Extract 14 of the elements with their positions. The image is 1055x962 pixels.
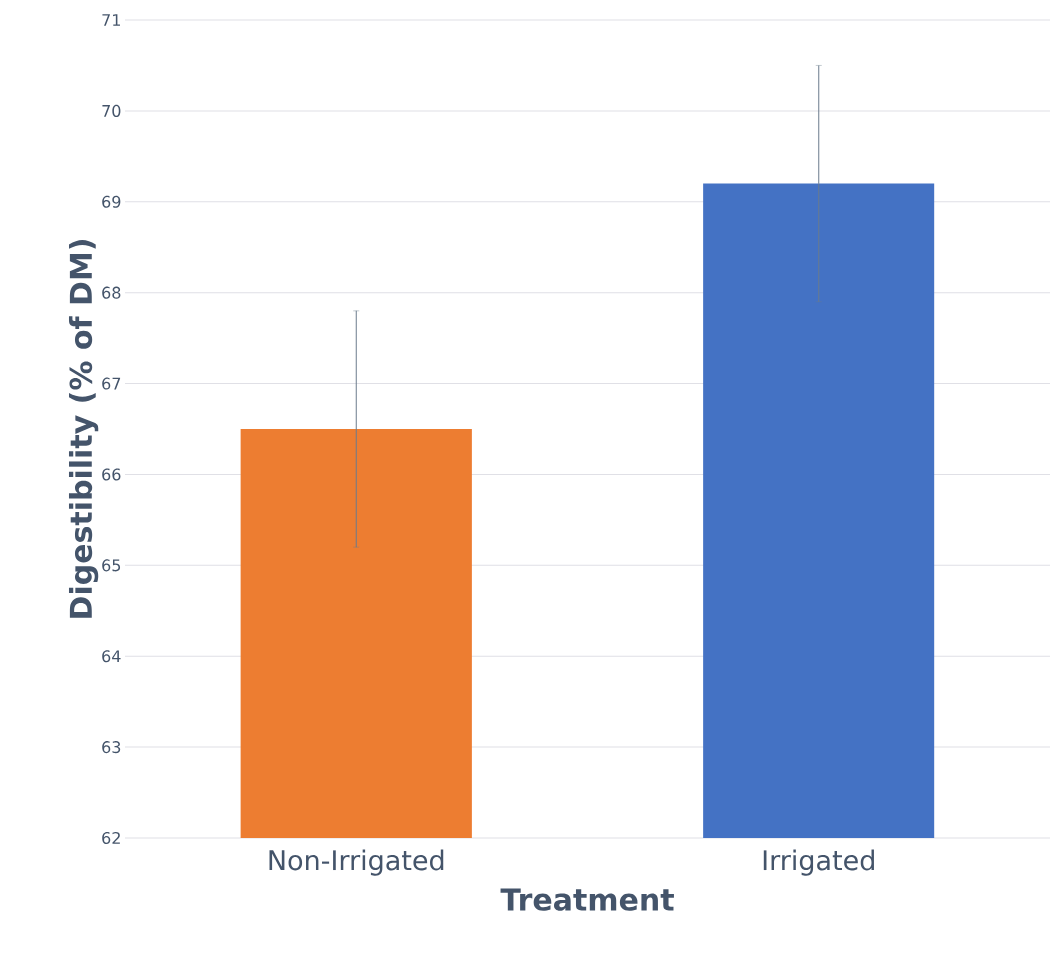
y-tick-label: 63 xyxy=(102,741,121,754)
y-tick-label: 69 xyxy=(102,195,121,208)
y-tick-label: 62 xyxy=(102,831,120,845)
x-tick-label: Irrigated xyxy=(763,849,874,876)
y-tick-label: 67 xyxy=(102,377,121,390)
x-axis-title: Treatment xyxy=(500,888,674,911)
y-tick-label: 64 xyxy=(102,650,121,663)
y-axis-title: Digestibility (% of DM) xyxy=(68,240,99,618)
y-tick-label: 65 xyxy=(102,559,121,572)
y-tick-label: 66 xyxy=(102,468,121,481)
y-tick-label: 71 xyxy=(102,14,120,26)
x-tick-label: Non-Irrigated xyxy=(269,849,444,876)
y-tick-label: 68 xyxy=(102,286,121,299)
y-tick-label: 70 xyxy=(102,104,121,117)
